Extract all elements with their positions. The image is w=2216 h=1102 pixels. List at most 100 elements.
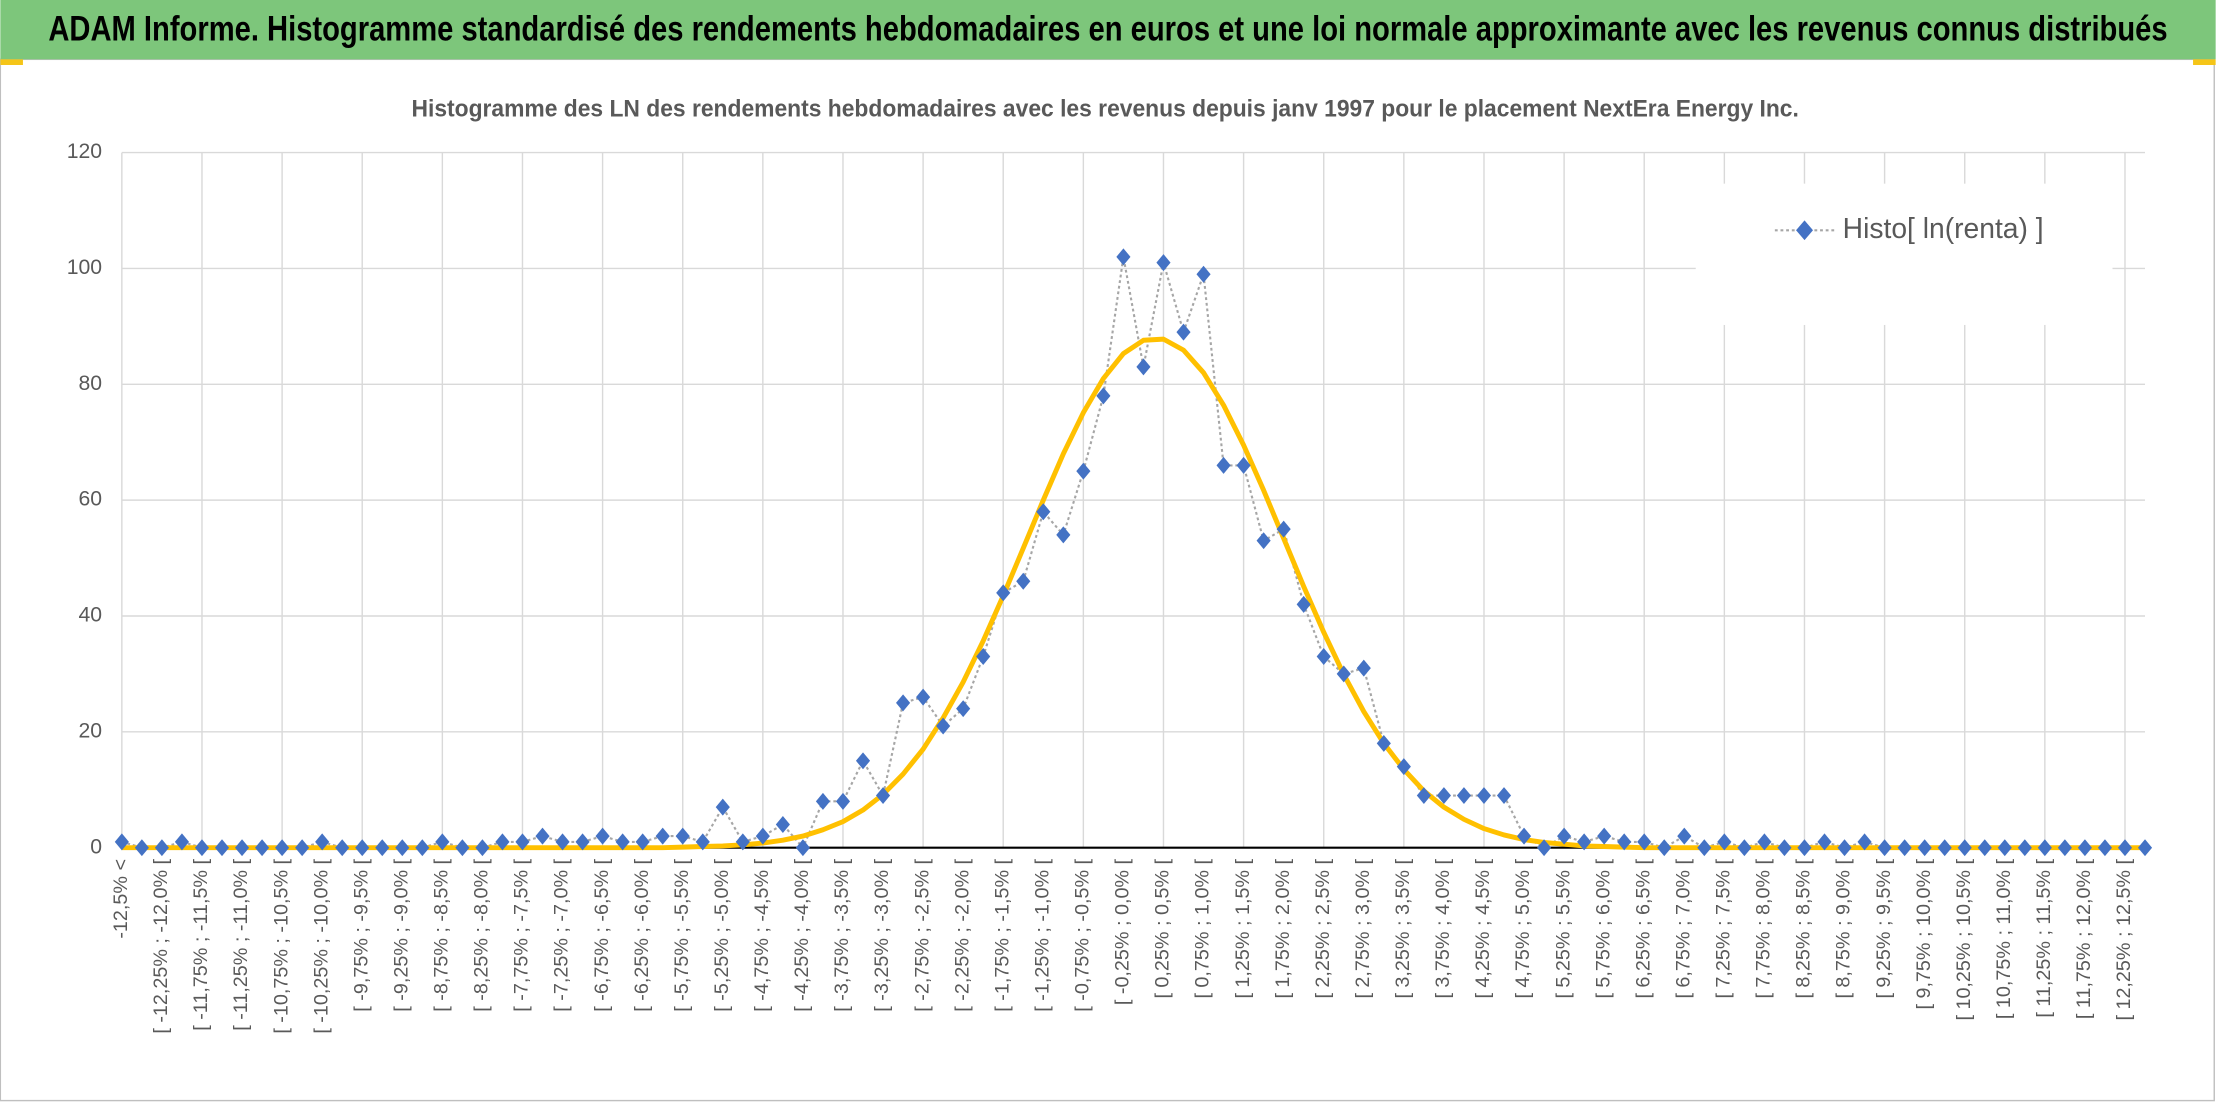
x-tick-label: [ 4,25% ; 4,5% [ <box>1472 858 1494 998</box>
legend: Histo[ ln(renta) ] <box>1695 183 2113 325</box>
point-marker <box>1577 833 1592 851</box>
point-marker <box>795 839 810 857</box>
chart-title: Histogramme des LN des rendements hebdom… <box>411 96 1798 123</box>
point-marker <box>395 839 410 857</box>
point-marker <box>1757 833 1772 851</box>
x-tick-label: [ -0,25% ; 0,0% [ <box>1112 858 1134 1005</box>
x-tick-label: [ -10,75% ; -10,5% [ <box>270 858 292 1033</box>
point-marker <box>435 833 450 851</box>
point-marker <box>855 752 871 770</box>
point-marker <box>1416 787 1431 805</box>
point-marker <box>535 827 550 845</box>
point-marker <box>755 827 770 845</box>
x-tick-label: [ 3,75% ; 4,0% [ <box>1432 858 1454 998</box>
point-marker <box>1817 833 1832 851</box>
x-tick-label: [ 7,25% ; 7,5% [ <box>1713 858 1735 998</box>
x-tick-label: [ 6,25% ; 6,5% [ <box>1632 858 1654 998</box>
point-marker <box>635 833 650 851</box>
point-marker <box>1236 456 1251 474</box>
corner <box>2193 59 2216 65</box>
point-marker <box>875 787 891 805</box>
point-marker <box>1516 827 1532 845</box>
point-marker <box>735 833 750 851</box>
point-marker <box>1276 520 1291 538</box>
point-marker <box>675 827 690 845</box>
point-marker <box>1677 827 1692 845</box>
point-marker <box>1216 456 1231 474</box>
point-marker <box>1597 827 1612 845</box>
point-marker <box>595 827 610 845</box>
x-tick-label: [ -2,75% ; -2,5% [ <box>911 858 933 1011</box>
point-marker <box>936 717 951 735</box>
x-tick-label: [ 10,75% ; 11,0% [ <box>1993 858 2015 1019</box>
point-marker <box>2017 839 2032 857</box>
x-tick-label: [ 6,75% ; 7,0% [ <box>1673 858 1695 998</box>
x-tick-label: [ 5,75% ; 6,0% [ <box>1592 858 1614 998</box>
point-marker <box>1056 526 1071 544</box>
x-tick-label: [ -8,75% ; -8,5% [ <box>431 858 453 1011</box>
x-tick-label: [ 8,25% ; 8,5% [ <box>1793 858 1815 998</box>
x-tick-label: [ -10,25% ; -10,0% [ <box>310 858 332 1033</box>
y-tick-label: 0 <box>90 835 102 858</box>
point-marker <box>475 839 490 857</box>
point-marker <box>1076 462 1091 480</box>
point-marker <box>1877 839 1892 857</box>
page-title: ADAM Informe. Histogramme standardisé de… <box>48 9 2167 48</box>
point-marker <box>1176 323 1191 341</box>
legend-box <box>1695 183 2113 325</box>
point-marker <box>1957 839 1972 857</box>
x-tick-label: [ 8,75% ; 9,0% [ <box>1833 858 1855 998</box>
point-marker <box>1436 787 1451 805</box>
point-marker <box>976 648 991 666</box>
x-tick-label: [ -2,25% ; -2,0% [ <box>951 858 973 1011</box>
x-tick-label: [ 4,75% ; 5,0% [ <box>1512 858 1534 998</box>
x-tick-label: [ -6,75% ; -6,5% [ <box>591 858 613 1011</box>
point-marker <box>1777 839 1792 857</box>
x-tick-label: [ -6,25% ; -6,0% [ <box>631 858 653 1011</box>
x-tick-label: [ 3,25% ; 3,5% [ <box>1392 858 1414 998</box>
point-marker <box>375 839 390 857</box>
point-marker <box>1717 833 1732 851</box>
point-marker <box>1737 839 1752 857</box>
point-marker <box>234 839 250 857</box>
point-marker <box>1456 787 1472 805</box>
point-marker <box>1256 532 1271 550</box>
point-marker <box>1857 833 1872 851</box>
point-marker <box>815 792 831 810</box>
point-marker <box>415 839 430 857</box>
point-marker <box>916 688 931 706</box>
point-marker <box>1657 839 1672 857</box>
point-marker <box>335 839 350 857</box>
point-marker <box>1496 787 1512 805</box>
x-tick-label: [ -12,25% ; -12,0% [ <box>150 858 172 1033</box>
x-tick-label: [ -11,25% ; -11,0% [ <box>230 859 252 1031</box>
x-tick-label: [ 12,25% ; 12,5% [ <box>2113 858 2135 1020</box>
point-marker <box>1296 595 1311 613</box>
point-marker <box>996 584 1011 602</box>
x-tick-label: [ -11,75% ; -11,5% [ <box>190 859 212 1031</box>
x-tick-label: [ 5,25% ; 5,5% [ <box>1552 858 1574 998</box>
point-marker <box>1617 833 1632 851</box>
x-tick-label: -12,5% < <box>110 859 132 939</box>
x-tick-label: [ 10,25% ; 10,5% [ <box>1953 858 1975 1020</box>
x-tick-label: [ -7,25% ; -7,0% [ <box>551 858 573 1011</box>
point-marker <box>214 839 230 857</box>
y-tick-label: 120 <box>67 140 102 163</box>
point-marker <box>775 816 790 833</box>
point-marker <box>174 833 190 851</box>
x-tick-label: [ 0,25% ; 0,5% [ <box>1152 858 1174 998</box>
point-marker <box>495 833 510 851</box>
x-tick-label: [ -3,25% ; -3,0% [ <box>871 858 893 1011</box>
corner <box>0 59 23 65</box>
point-marker <box>1396 758 1411 776</box>
x-tick-label: [ -9,25% ; -9,0% [ <box>391 858 413 1011</box>
x-tick-label: [ -4,25% ; -4,0% [ <box>791 858 813 1011</box>
x-tick-label: [ -4,75% ; -4,5% [ <box>751 858 773 1011</box>
point-marker <box>1997 839 2012 857</box>
point-marker <box>2057 839 2072 857</box>
legend-marker <box>1796 220 1813 241</box>
point-marker <box>1096 387 1111 405</box>
y-tick-label: 20 <box>78 719 102 742</box>
x-tick-label: [ 9,75% ; 10,0% [ <box>1913 858 1935 1009</box>
x-tick-label: [ 1,25% ; 1,5% [ <box>1232 858 1254 998</box>
